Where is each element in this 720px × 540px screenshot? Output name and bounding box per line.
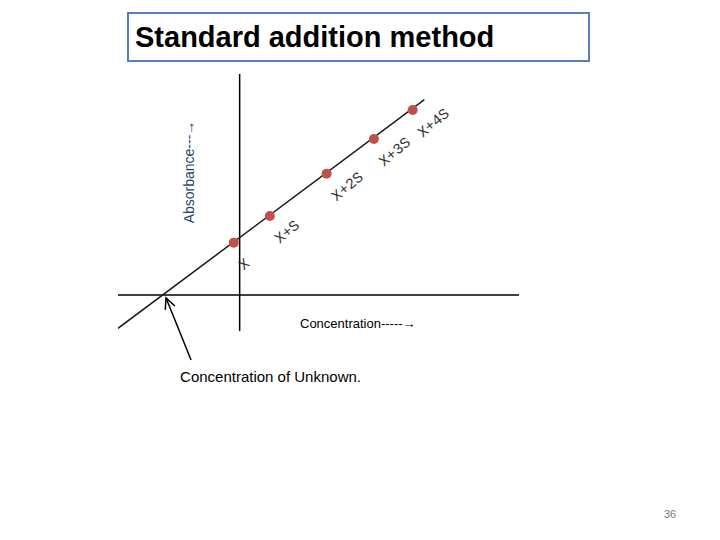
html-text:Standard addition method: Standard addition method	[135, 21, 495, 53]
svg-text:X+3S: X+3S	[376, 135, 415, 171]
svg-text:X+S: X+S	[272, 217, 304, 247]
svg-text:X: X	[236, 256, 254, 275]
svg-text:Concentration of Unknown.: Concentration of Unknown.	[180, 368, 361, 385]
svg-text:X+2S: X+2S	[329, 169, 368, 205]
html-text:Absorbance---→: Absorbance---→	[181, 120, 197, 224]
svg-text:X+4S: X+4S	[415, 106, 454, 142]
html-text:Concentration-----→: Concentration-----→	[300, 316, 416, 331]
html-text:36: 36	[664, 508, 677, 520]
